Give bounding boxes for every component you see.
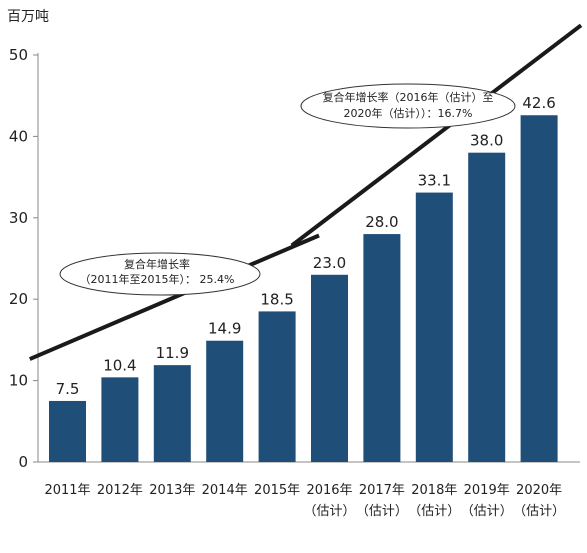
x-tick-label: 2017年 — [359, 483, 405, 498]
annotation-text: 2020年（估计））：16.7% — [344, 106, 473, 120]
x-tick-label: 2011年 — [44, 483, 90, 498]
annotation-text: 复合年增长率 — [124, 257, 190, 271]
x-tick-label: 2015年 — [254, 483, 300, 498]
x-tick-label: 2012年 — [97, 483, 143, 498]
y-tick-label: 30 — [9, 209, 28, 227]
annotation-text: （2011年至2015年）： 25.4% — [80, 272, 235, 286]
x-tick-label: （估计） — [461, 504, 513, 519]
x-tick-label: 2019年 — [464, 483, 510, 498]
y-tick-label: 0 — [18, 453, 28, 471]
data-label: 42.6 — [522, 94, 555, 112]
y-tick-label: 40 — [9, 127, 28, 145]
x-tick-label: 2014年 — [202, 483, 248, 498]
annotation-bubble — [300, 83, 516, 129]
bar — [49, 400, 86, 462]
x-tick-label: 2018年 — [411, 483, 457, 498]
trend-line — [28, 233, 320, 361]
data-label: 7.5 — [56, 380, 80, 398]
x-tick-label: 2020年 — [516, 483, 562, 498]
x-tick-label: （估计） — [408, 504, 460, 519]
bar — [415, 192, 453, 463]
x-tick-label: （估计） — [303, 504, 355, 519]
trend-line — [290, 23, 583, 248]
bar — [153, 365, 191, 462]
bar — [468, 152, 506, 462]
x-tick-label: （估计） — [513, 504, 565, 519]
x-tick-label: 2013年 — [149, 483, 195, 498]
data-label: 38.0 — [470, 132, 503, 150]
x-tick-label: 2016年 — [306, 483, 352, 498]
y-tick-label: 10 — [9, 372, 28, 390]
data-label: 10.4 — [103, 356, 136, 374]
bar — [101, 377, 139, 462]
y-tick-label: 50 — [9, 46, 28, 64]
data-label: 11.9 — [156, 344, 189, 362]
bar — [363, 234, 401, 462]
data-label: 18.5 — [260, 290, 293, 308]
annotation-text: 复合年增长率（2016年（估计）至 — [323, 90, 494, 104]
bar — [206, 340, 244, 462]
annotation-bubble — [59, 252, 261, 296]
y-tick-label: 20 — [9, 290, 28, 308]
label-layer: 7.5 2011年 10.4 2012年 11.9 2013年 14.9 2014年 18.5 2… — [44, 94, 565, 519]
y-unit-label: 百万吨 — [7, 9, 49, 25]
trend-layer: 复合年增长率（2011年至2015年）： 25.4% 复合年增长率（2016年（估… — [28, 23, 583, 361]
data-label: 23.0 — [313, 254, 346, 272]
bar-layer — [49, 115, 558, 463]
data-label: 14.9 — [208, 320, 241, 338]
bar — [520, 115, 558, 463]
data-label: 28.0 — [365, 213, 398, 231]
bar — [311, 274, 348, 462]
bar — [258, 311, 296, 462]
x-tick-label: （估计） — [356, 504, 408, 519]
data-label: 33.1 — [418, 172, 451, 190]
